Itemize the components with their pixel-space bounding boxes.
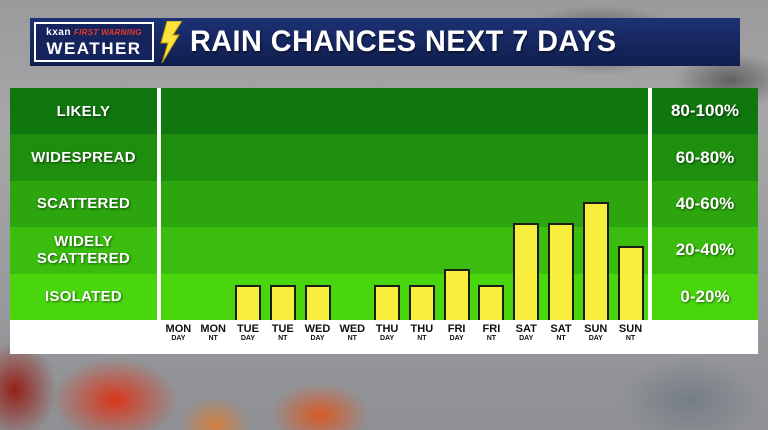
rain-bar-tue-day (234, 285, 261, 320)
axis-period-text: DAY (449, 335, 464, 343)
rain-bar-sat-day (513, 222, 540, 320)
axis-label-sat-day: SAT DAY (509, 320, 544, 354)
band-range-label: 60-80% (675, 147, 735, 167)
logo-station-text: kxan (46, 26, 71, 38)
axis-label-wed-day: WED DAY (300, 320, 335, 354)
rain-bar-fri-day (443, 268, 470, 320)
axis-label-tue-nt: TUE NT (265, 320, 300, 354)
axis-label-sat-nt: SAT NT (544, 320, 579, 354)
rain-bar-thu-nt (408, 285, 435, 320)
axis-day-text: SAT (515, 323, 537, 335)
axis-label-thu-nt: THU NT (404, 320, 439, 354)
left-divider-line (157, 88, 161, 320)
lightning-bolt-icon (160, 21, 182, 63)
axis-period-text: DAY (519, 335, 534, 343)
axis-period-text: DAY (240, 335, 256, 343)
page-title: RAIN CHANCES NEXT 7 DAYS (190, 25, 617, 58)
logo-tagline-text: FIRST WARNING (73, 27, 142, 37)
axis-day-text: TUE (271, 323, 294, 335)
band-range-label: 40-60% (675, 194, 735, 214)
rain-bar-sun-nt (617, 245, 644, 320)
band-range-label: 0-20% (680, 286, 730, 306)
logo-top-row: kxan FIRST WARNING (46, 26, 142, 38)
axis-day-text: TUE (236, 323, 259, 335)
axis-label-mon-nt: MON NT (196, 320, 231, 354)
band-likely: LIKELY 80-100% (10, 88, 758, 135)
axis-day-text: SUN (618, 323, 643, 335)
axis-label-fri-day: FRI DAY (439, 320, 474, 354)
axis-period-text: NT (556, 335, 566, 343)
band-scattered: SCATTERED 40-60% (10, 180, 758, 228)
axis-day-text: MON (200, 323, 226, 335)
chart-plot (161, 88, 648, 320)
header-banner: kxan FIRST WARNING WEATHER RAIN CHANCES … (30, 18, 740, 66)
band-label: ISOLATED (44, 288, 123, 306)
rain-bar-thu-day (374, 285, 401, 320)
axis-day-text: WED (304, 323, 331, 335)
axis-label-sun-day: SUN DAY (578, 320, 613, 354)
rain-chart-panel: LIKELY 80-100% WIDESPREAD 60-80% SCATTERED 40… (10, 88, 758, 354)
day-axis-labels: MON DAY MON NT TUE DAY TUE NT WED DAY WED NT THU DAY T… (161, 320, 648, 354)
right-divider-line (648, 88, 652, 320)
axis-day-text: FRI (482, 323, 501, 335)
band-label: WIDESPREAD (31, 148, 136, 166)
rain-bar-sat-nt (548, 222, 575, 320)
axis-label-fri-nt: FRI NT (474, 320, 509, 354)
axis-label-thu-day: THU DAY (370, 320, 405, 354)
rain-bar-fri-nt (478, 285, 505, 320)
axis-period-text: NT (278, 335, 288, 343)
axis-period-text: DAY (171, 335, 186, 343)
axis-day-text: SUN (584, 323, 608, 335)
axis-day-text: THU (375, 323, 399, 335)
kxan-weather-logo: kxan FIRST WARNING WEATHER (34, 22, 154, 62)
band-range-label: 80-100% (670, 101, 740, 121)
axis-period-text: DAY (380, 335, 395, 343)
band-label: LIKELY (56, 102, 111, 120)
rain-bar-tue-nt (269, 285, 296, 320)
band-label: SCATTERED (36, 195, 131, 213)
axis-day-text: FRI (447, 323, 466, 335)
axis-label-mon-day: MON DAY (161, 320, 196, 354)
axis-period-text: NT (347, 335, 357, 343)
axis-period-text: DAY (588, 335, 603, 343)
band-label: WIDELY SCATTERED (36, 233, 131, 268)
rain-bar-wed-day (304, 285, 331, 320)
band-range-label: 20-40% (675, 240, 735, 260)
axis-label-sun-nt: SUN NT (613, 320, 648, 354)
band-widespread: WIDESPREAD 60-80% (10, 134, 758, 181)
axis-period-text: NT (417, 335, 427, 343)
axis-day-text: MON (165, 323, 192, 335)
axis-label-tue-day: TUE DAY (231, 320, 266, 354)
logo-weather-text: WEATHER (46, 38, 142, 58)
axis-period-text: NT (625, 335, 636, 343)
axis-period-text: NT (486, 335, 497, 343)
axis-period-text: DAY (310, 335, 325, 343)
axis-label-wed-nt: WED NT (335, 320, 370, 354)
rain-bar-sun-day (582, 201, 609, 320)
axis-day-text: THU (410, 323, 434, 335)
axis-day-text: WED (339, 323, 366, 335)
axis-period-text: NT (208, 335, 218, 343)
axis-day-text: SAT (550, 323, 572, 335)
day-axis: MON DAY MON NT TUE DAY TUE NT WED DAY WED NT THU DAY T… (10, 320, 758, 354)
